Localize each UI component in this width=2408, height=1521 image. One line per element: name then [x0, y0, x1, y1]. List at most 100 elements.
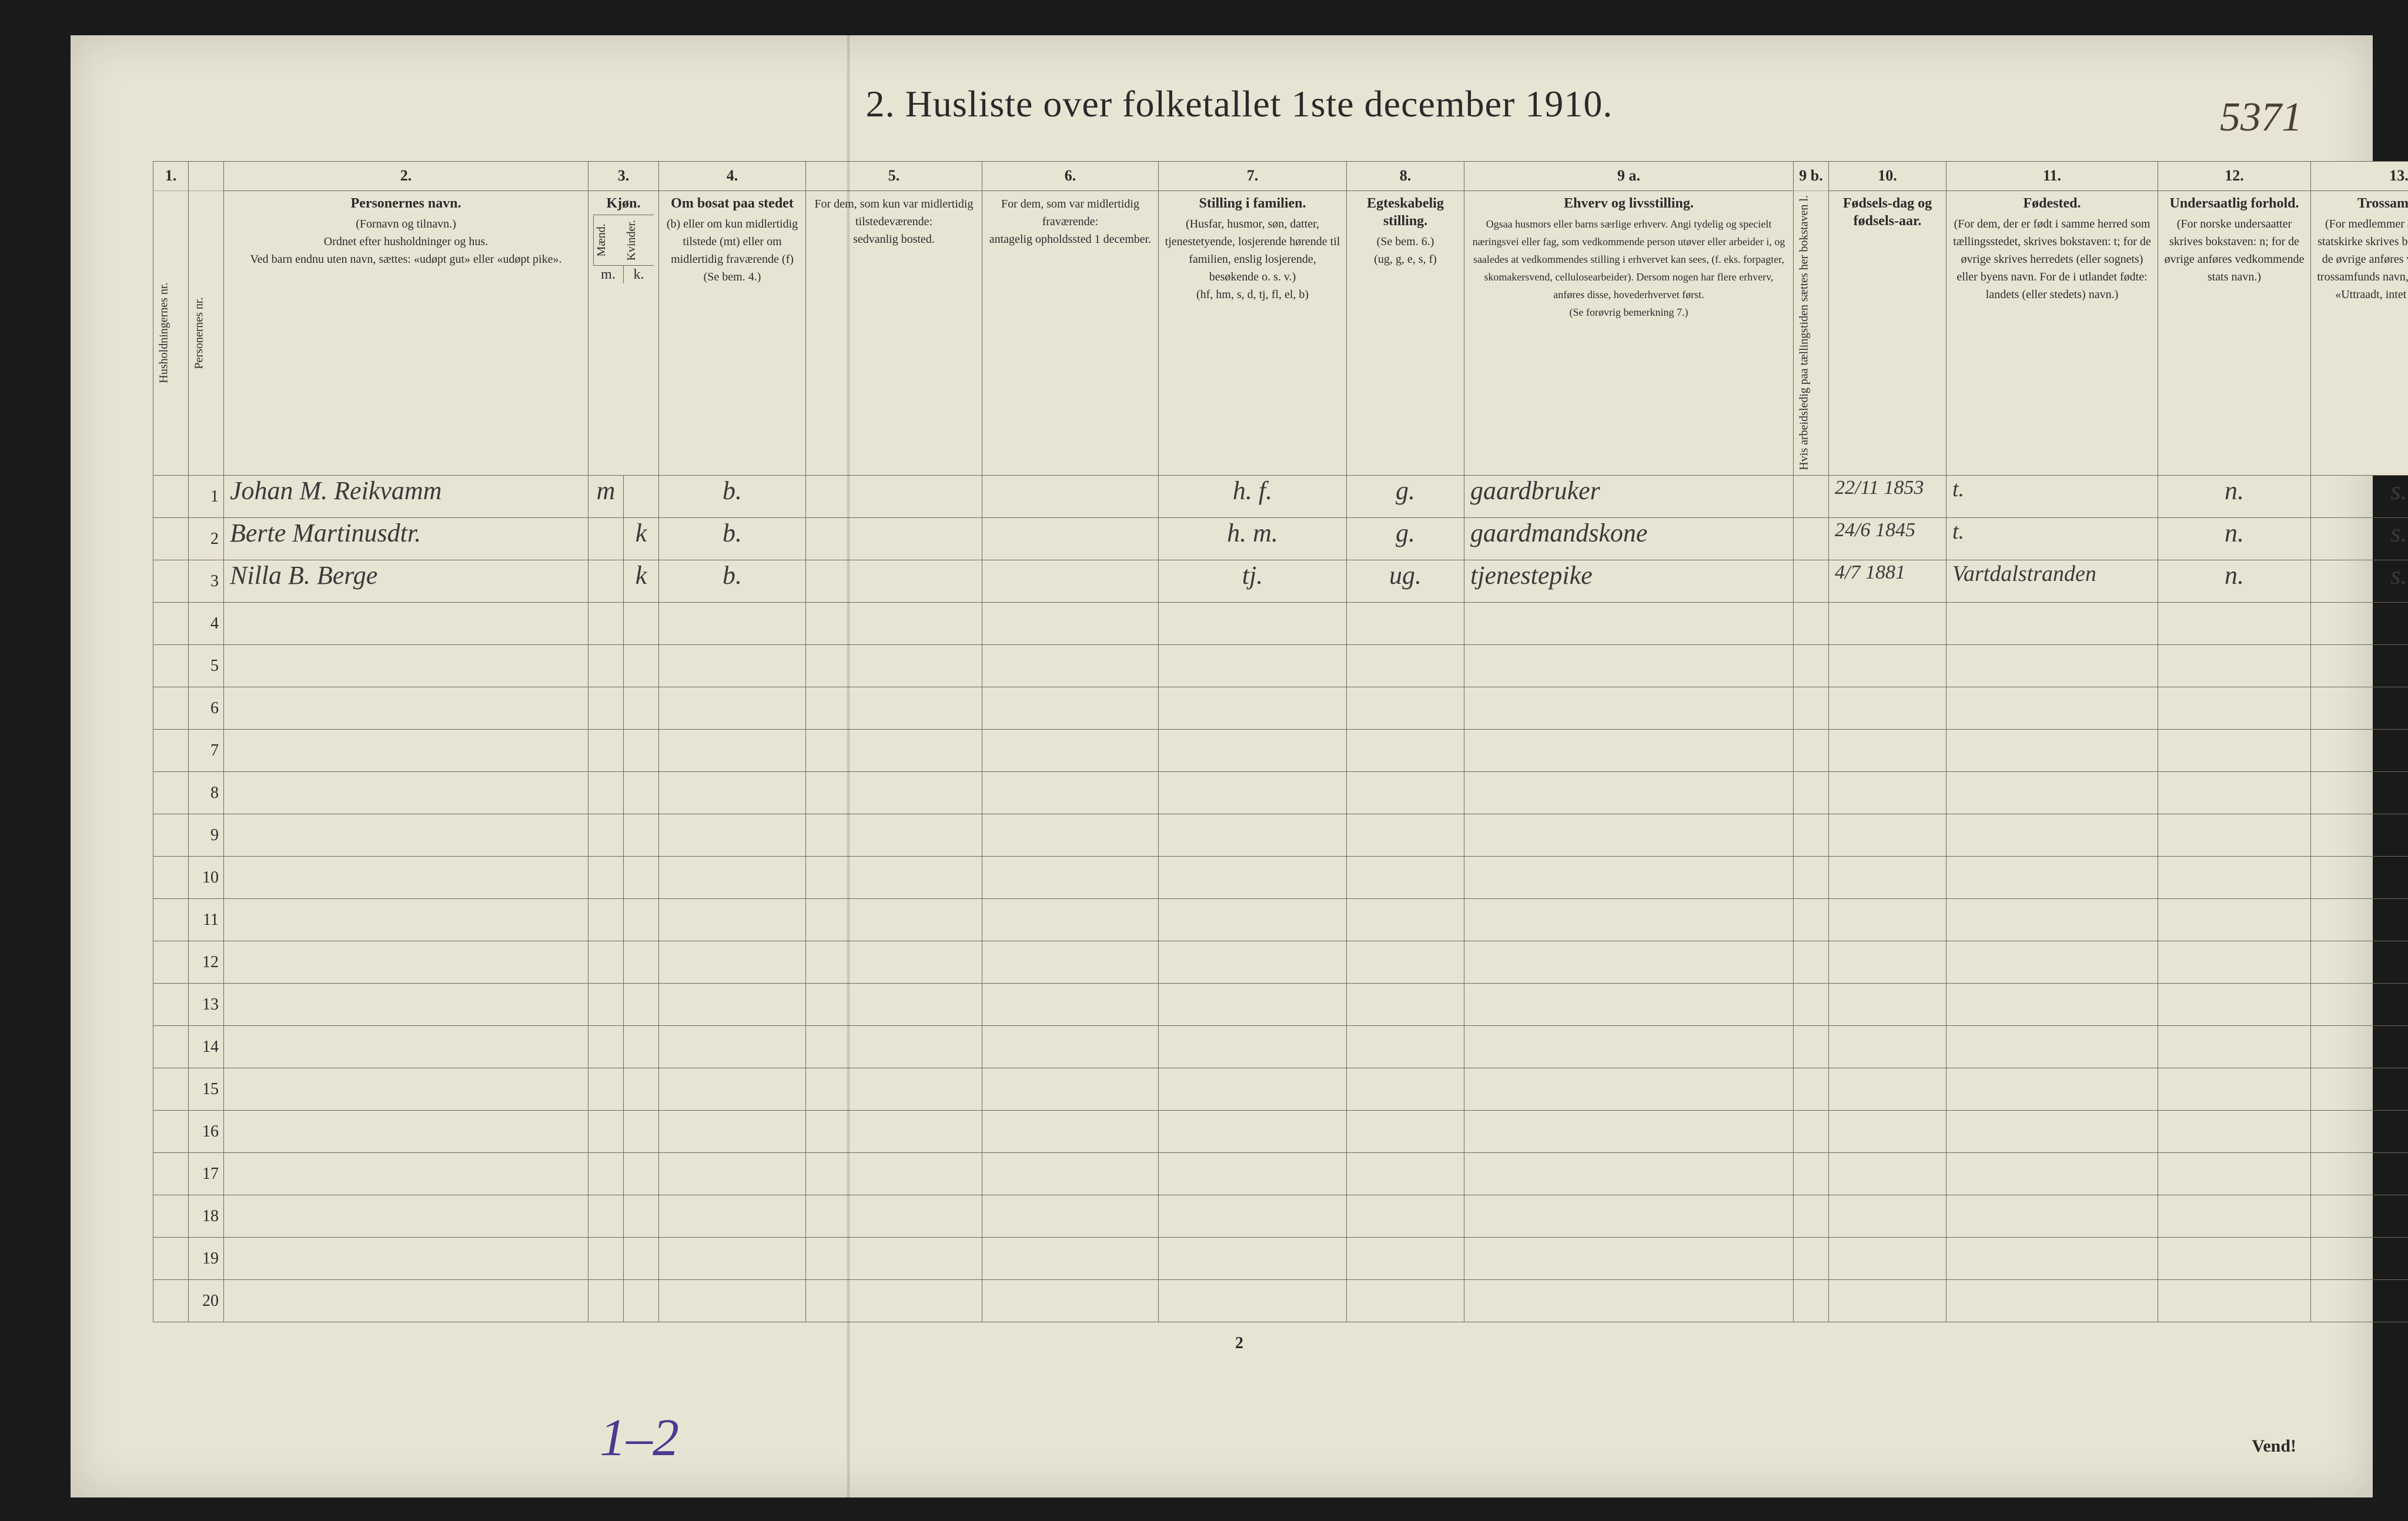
table-cell [588, 645, 624, 687]
table-cell [224, 984, 588, 1026]
table-cell [982, 730, 1159, 772]
table-cell [659, 730, 806, 772]
table-cell [1347, 941, 1464, 984]
column-header: Fødsels-dag og fødsels-aar. [1829, 190, 1947, 476]
table-cell [2158, 814, 2311, 857]
table-cell [982, 1111, 1159, 1153]
table-cell [1794, 518, 1829, 560]
table-cell [624, 941, 659, 984]
table-row: 15 [153, 1068, 2408, 1111]
table-cell [982, 899, 1159, 941]
table-cell: h. m. [1159, 518, 1347, 560]
table-cell [1947, 1195, 2158, 1238]
table-cell [1464, 941, 1794, 984]
table-cell [806, 772, 982, 814]
table-cell [1464, 730, 1794, 772]
table-cell [1829, 814, 1947, 857]
table-cell [1829, 941, 1947, 984]
table-cell: k [624, 560, 659, 603]
table-row: 13 [153, 984, 2408, 1026]
table-cell [659, 687, 806, 730]
table-cell [624, 730, 659, 772]
table-cell [1794, 857, 1829, 899]
table-cell [2158, 1111, 2311, 1153]
table-cell [1829, 984, 1947, 1026]
column-number: 13. [2311, 162, 2408, 191]
table-cell [2311, 730, 2408, 772]
table-cell [2158, 1195, 2311, 1238]
table-cell [1347, 1026, 1464, 1068]
table-cell [1159, 1111, 1347, 1153]
table-cell [806, 1111, 982, 1153]
table-cell: s. [2311, 476, 2408, 518]
table-cell [1464, 645, 1794, 687]
table-cell [659, 941, 806, 984]
printed-page-number: 2 [153, 1334, 2326, 1353]
table-cell [982, 941, 1159, 984]
table-cell [153, 814, 189, 857]
table-cell [1829, 1068, 1947, 1111]
table-cell [806, 984, 982, 1026]
table-cell: gaardmandskone [1464, 518, 1794, 560]
table-cell [1347, 1153, 1464, 1195]
table-cell [588, 1026, 624, 1068]
table-cell [624, 1195, 659, 1238]
table-cell [1794, 984, 1829, 1026]
table-cell: b. [659, 476, 806, 518]
table-cell [1159, 899, 1347, 941]
table-cell: Berte Martinusdtr. [224, 518, 588, 560]
table-cell [588, 1153, 624, 1195]
table-row: 1Johan M. Reikvammmb.h. f.g.gaardbruker2… [153, 476, 2408, 518]
table-cell [2311, 645, 2408, 687]
column-number: 3. [588, 162, 659, 191]
table-row: 2Berte Martinusdtr.kb.h. m.g.gaardmandsk… [153, 518, 2408, 560]
table-cell: 10 [189, 857, 224, 899]
table-cell [624, 476, 659, 518]
table-cell [982, 1153, 1159, 1195]
table-row: 19 [153, 1238, 2408, 1280]
table-cell [1829, 687, 1947, 730]
table-cell: 5 [189, 645, 224, 687]
table-cell [982, 476, 1159, 518]
table-cell [1794, 1238, 1829, 1280]
table-cell [2311, 814, 2408, 857]
table-cell [806, 941, 982, 984]
table-cell [624, 603, 659, 645]
table-cell [1829, 899, 1947, 941]
column-number: 1. [153, 162, 189, 191]
book-spine [847, 35, 850, 1497]
table-cell [1794, 560, 1829, 603]
table-cell [659, 645, 806, 687]
table-cell [1829, 1111, 1947, 1153]
table-cell: 3 [189, 560, 224, 603]
table-cell [153, 899, 189, 941]
table-cell [1347, 1195, 1464, 1238]
table-cell [153, 1026, 189, 1068]
table-cell [2311, 1238, 2408, 1280]
table-row: 20 [153, 1280, 2408, 1322]
table-cell: b. [659, 560, 806, 603]
table-cell [1947, 772, 2158, 814]
table-cell [1829, 730, 1947, 772]
table-cell: Vartdalstranden [1947, 560, 2158, 603]
table-cell [1947, 899, 2158, 941]
table-cell [1829, 1153, 1947, 1195]
table-cell [1794, 1280, 1829, 1322]
table-cell [1159, 1153, 1347, 1195]
table-cell [1947, 984, 2158, 1026]
table-cell [588, 518, 624, 560]
table-cell [588, 814, 624, 857]
table-cell: 4/7 1881 [1829, 560, 1947, 603]
table-cell [1159, 814, 1347, 857]
table-cell [224, 1238, 588, 1280]
table-cell [1347, 1280, 1464, 1322]
table-cell [1947, 857, 2158, 899]
table-cell [2158, 687, 2311, 730]
column-header: Egteskabelig stilling.(Se bem. 6.)(ug, g… [1347, 190, 1464, 476]
table-cell [1794, 899, 1829, 941]
table-cell [153, 730, 189, 772]
column-header: Husholdningernes nr. [153, 190, 189, 476]
table-cell [2311, 1026, 2408, 1068]
table-cell [1464, 1068, 1794, 1111]
column-header: For dem, som var midlertidig fraværende:… [982, 190, 1159, 476]
